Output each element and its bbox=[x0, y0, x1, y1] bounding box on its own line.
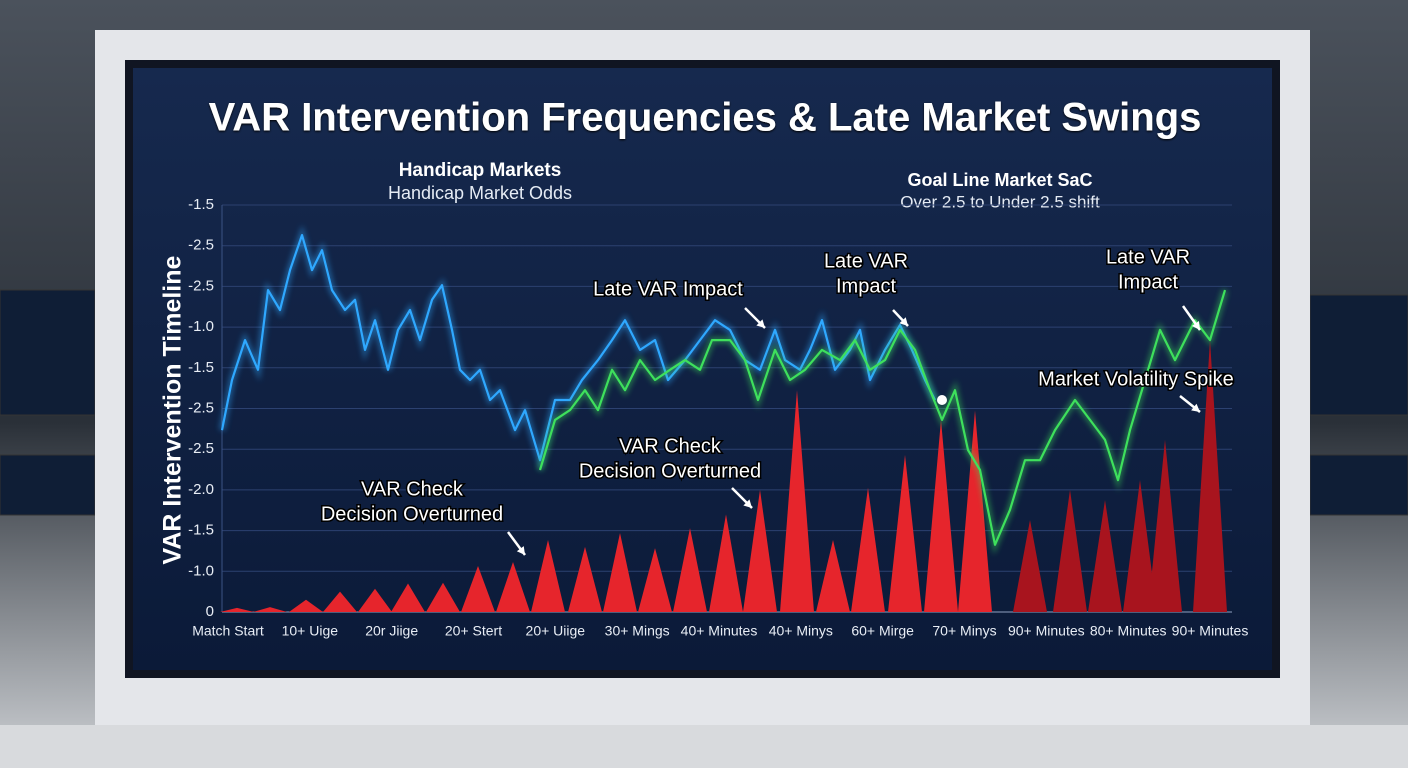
x-tick-label: Match Start bbox=[192, 623, 264, 639]
y-tick-label: -1.0 bbox=[188, 562, 214, 579]
desk bbox=[0, 725, 1408, 768]
chart-title: VAR Intervention Frequencies & Late Mark… bbox=[209, 96, 1202, 140]
arrow-head bbox=[1191, 403, 1200, 412]
x-tick-label: 60+ Mirge bbox=[851, 623, 914, 639]
annotation: Decision Overturned bbox=[579, 460, 761, 482]
spike-bar bbox=[496, 561, 530, 612]
arrow-head bbox=[899, 317, 908, 326]
spike-bar bbox=[358, 588, 392, 612]
arrow-head bbox=[743, 499, 752, 508]
x-tick-label: 40+ Minutes bbox=[681, 623, 758, 639]
y-tick-label: -1.5 bbox=[188, 196, 214, 213]
spike-bar bbox=[743, 489, 777, 612]
spike-bar bbox=[1053, 489, 1087, 612]
x-tick-label: 90+ Minutes bbox=[1172, 623, 1249, 639]
spike-bar bbox=[924, 419, 958, 612]
x-tick-label: 80+ Minutes bbox=[1090, 623, 1167, 639]
subtitle: Handicap Markets bbox=[399, 160, 562, 181]
y-axis-label: VAR Intervention Timeline bbox=[159, 255, 187, 564]
arrow-head bbox=[516, 546, 525, 555]
spike-bar bbox=[323, 591, 357, 612]
y-tick-label: -2.5 bbox=[188, 237, 214, 254]
spike-bar bbox=[709, 514, 743, 612]
side-monitor bbox=[0, 454, 96, 516]
annotation: VAR Check bbox=[619, 435, 722, 457]
y-tick-label: -1.5 bbox=[188, 359, 214, 376]
spike-bar bbox=[568, 546, 602, 612]
spike-bar bbox=[603, 533, 637, 612]
spike-bar bbox=[851, 487, 885, 612]
subtitle: Handicap Market Odds bbox=[388, 183, 572, 203]
y-tick-label: -1.5 bbox=[188, 522, 214, 539]
y-tick-label: 0 bbox=[206, 603, 214, 620]
side-monitor bbox=[0, 289, 96, 416]
annotation: Impact bbox=[1118, 271, 1178, 293]
y-tick-label: -2.5 bbox=[188, 440, 214, 457]
x-tick-label: 10+ Uige bbox=[282, 623, 339, 639]
line-series bbox=[538, 289, 1227, 546]
annotation: Late VAR Impact bbox=[593, 278, 743, 300]
spike-bar bbox=[1088, 500, 1122, 612]
x-tick-label: 20+ Uiige bbox=[526, 623, 586, 639]
subtitle: Over 2.5 to Under 2.5 shift bbox=[900, 192, 1100, 211]
x-tick-label: 30+ Mings bbox=[605, 623, 670, 639]
subtitle: Goal Line Market SaC bbox=[907, 170, 1092, 190]
spike-bar bbox=[673, 528, 707, 612]
side-monitor bbox=[1309, 294, 1408, 416]
arrow-head bbox=[1191, 321, 1200, 330]
y-tick-label: -2.5 bbox=[188, 277, 214, 294]
x-tick-label: 70+ Minys bbox=[932, 623, 996, 639]
spike-bar bbox=[816, 539, 850, 612]
spike-bar bbox=[638, 548, 672, 612]
x-tick-label: 20r Jiige bbox=[365, 623, 418, 639]
spike-bar bbox=[220, 607, 254, 612]
spike-bar bbox=[1193, 340, 1227, 612]
annotation: Impact bbox=[836, 275, 896, 297]
spike-bar bbox=[531, 539, 565, 612]
annotation: Late VAR bbox=[824, 250, 908, 272]
spike-bar bbox=[1013, 520, 1047, 612]
spike-bar bbox=[253, 607, 287, 612]
spike-bar bbox=[888, 454, 922, 612]
annotation: VAR Check bbox=[361, 478, 464, 500]
spike-bar bbox=[958, 410, 992, 612]
spike-bar bbox=[391, 583, 425, 612]
spike-bar bbox=[1148, 439, 1182, 612]
side-monitor bbox=[1309, 454, 1408, 516]
arrow-head bbox=[756, 319, 765, 328]
annotation: Decision Overturned bbox=[321, 503, 503, 525]
annotation: Late VAR bbox=[1106, 246, 1190, 268]
spike-bar bbox=[780, 390, 814, 612]
y-tick-label: -2.0 bbox=[188, 481, 214, 498]
spike-bar bbox=[461, 566, 495, 612]
annotation: Market Volatility Spike bbox=[1038, 368, 1234, 390]
y-tick-label: -2.5 bbox=[188, 399, 214, 416]
marker-dot bbox=[937, 395, 947, 405]
plot-area: 0 -1.0 -1.5 -2.0 -2.5 -2.5 -1.5 -1.0 -2.5 -2.5 -1.… bbox=[188, 196, 1248, 639]
x-tick-label: 20+ Stert bbox=[445, 623, 502, 639]
spike-bar bbox=[1123, 480, 1157, 612]
spike-bar bbox=[289, 599, 323, 612]
spike-bar bbox=[426, 582, 460, 612]
x-tick-label: 40+ Minys bbox=[769, 623, 833, 639]
x-tick-label: 90+ Minutes bbox=[1008, 623, 1085, 639]
y-tick-label: -1.0 bbox=[188, 318, 214, 335]
